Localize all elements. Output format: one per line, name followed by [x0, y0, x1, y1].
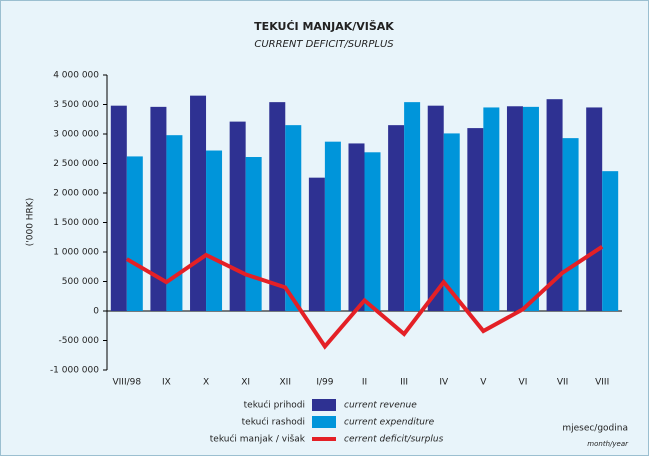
- bar: [404, 102, 421, 311]
- bar: [206, 150, 223, 311]
- bar: [229, 121, 246, 311]
- bar: [285, 125, 302, 312]
- legend-label-en: current expenditure: [344, 418, 435, 428]
- bar: [364, 152, 381, 311]
- y-tick-label: 1 500 000: [53, 218, 99, 228]
- legend-swatch: [312, 399, 336, 411]
- bar: [269, 102, 286, 311]
- y-tick-label: 1 000 000: [53, 248, 99, 258]
- y-tick-label: -1 000 000: [50, 366, 99, 376]
- bar: [427, 105, 444, 312]
- x-tick-label: VI: [519, 378, 528, 388]
- legend-label-en: cerrent deficit/surplus: [344, 435, 444, 445]
- legend-label: tekući prihodi: [244, 400, 305, 411]
- chart-title: TEKUĆI MANJAK/VIŠAK: [254, 20, 394, 33]
- bar: [388, 125, 405, 312]
- y-tick-label: 2 000 000: [53, 189, 99, 199]
- bar: [522, 106, 539, 311]
- x-tick-label: X: [203, 378, 209, 388]
- legend-label-en: current revenue: [344, 401, 417, 411]
- x-tick-label: I/99: [316, 378, 333, 388]
- bar: [443, 133, 460, 311]
- x-tick-label: II: [362, 378, 367, 388]
- bar: [245, 157, 262, 311]
- x-tick-label: V: [480, 378, 487, 388]
- x-axis-label: mjesec/godina: [562, 424, 628, 434]
- x-tick-label: VIII/98: [113, 378, 142, 388]
- x-tick-label: III: [400, 378, 408, 388]
- bar: [150, 106, 167, 311]
- bar: [506, 106, 523, 312]
- y-tick-label: 0: [93, 307, 99, 317]
- y-tick-label: 3 500 000: [53, 100, 99, 110]
- x-axis-label-en: month/year: [587, 440, 629, 448]
- y-axis-label: ('000 HRK): [26, 198, 36, 246]
- bar: [483, 107, 500, 311]
- y-tick-label: 500 000: [62, 277, 99, 287]
- x-tick-label: VII: [557, 378, 568, 388]
- bar: [110, 105, 127, 312]
- y-tick-label: 2 500 000: [53, 159, 99, 169]
- bar: [308, 177, 325, 311]
- bar: [126, 156, 143, 311]
- legend-swatch: [312, 416, 336, 428]
- bar: [602, 171, 619, 311]
- y-tick-label: 3 000 000: [53, 130, 99, 140]
- bar: [467, 128, 484, 311]
- y-tick-label: 4 000 000: [53, 71, 99, 81]
- bar: [348, 143, 365, 311]
- bar: [546, 99, 563, 311]
- x-tick-label: XII: [280, 378, 291, 388]
- x-tick-label: IX: [162, 378, 171, 388]
- bar: [324, 141, 341, 311]
- legend-label: tekući manjak / višak: [210, 434, 306, 445]
- bar: [166, 135, 183, 311]
- bar: [562, 138, 579, 311]
- y-tick-label: -500 000: [59, 336, 100, 346]
- x-tick-label: VIII: [595, 378, 609, 388]
- line: [125, 245, 604, 350]
- bar: [190, 95, 207, 312]
- legend-swatch: [312, 437, 336, 441]
- legend-label: tekući rashodi: [242, 417, 305, 428]
- chart-subtitle: CURRENT DEFICIT/SURPLUS: [254, 39, 394, 50]
- x-tick-label: XI: [241, 378, 250, 388]
- bar: [586, 107, 603, 311]
- x-tick-label: IV: [439, 378, 449, 388]
